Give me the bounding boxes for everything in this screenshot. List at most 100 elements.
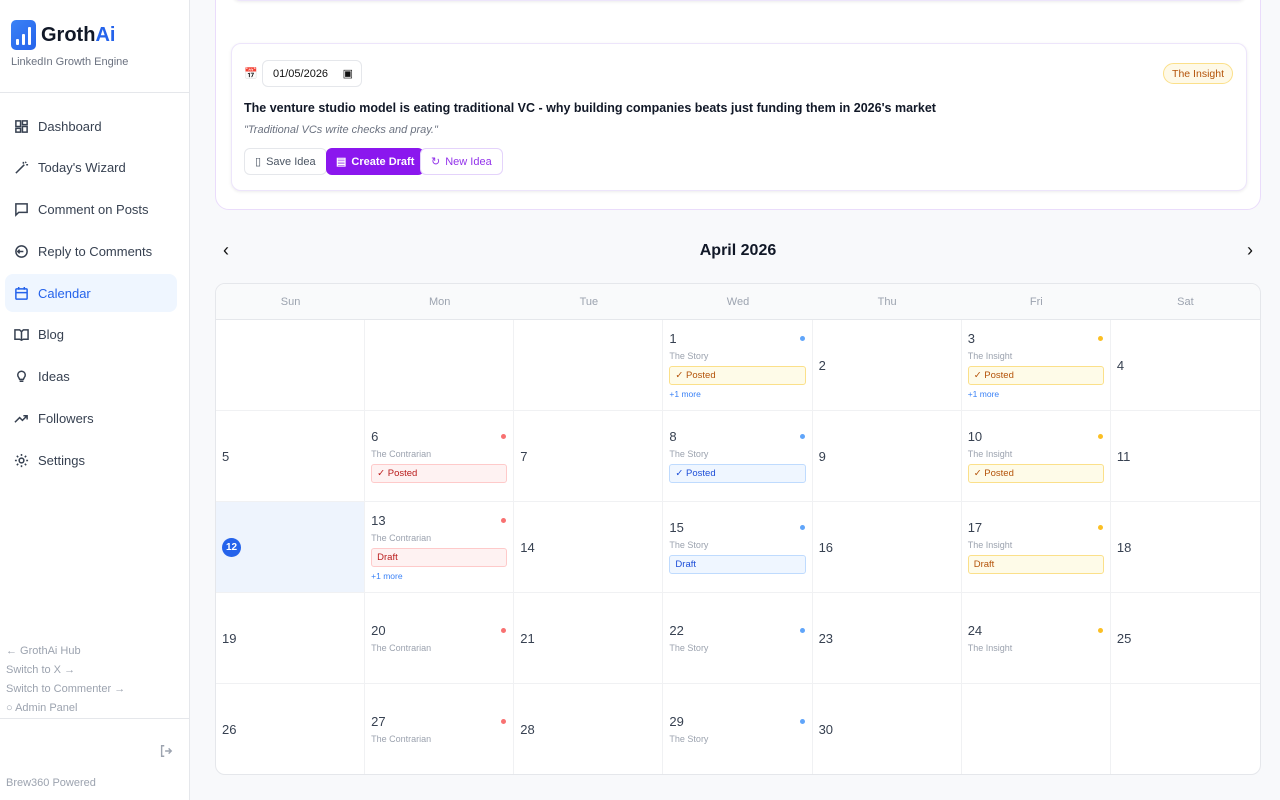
weekday-label: Fri [1029, 295, 1043, 308]
day-cell[interactable]: 24 The Insight [961, 593, 1111, 684]
calendar-icon: 📅 [244, 68, 258, 80]
more-link[interactable]: +1 more [967, 389, 1000, 399]
post-status-badge[interactable]: ✓ Posted [967, 366, 1104, 385]
calendar-days: 1 The Story ✓ Posted +1 more 2 3 The Insight ✓ … [216, 320, 1260, 774]
sidebar-item-reply-to-comments[interactable]: Reply to Comments [5, 232, 177, 270]
trending-up-icon [14, 415, 28, 423]
sidebar-item-label: Today's Wizard [38, 160, 126, 176]
post-status-badge[interactable]: ✓ Posted [967, 464, 1104, 483]
day-cell[interactable]: 29 The Story [663, 684, 813, 774]
day-cell[interactable]: 5 [216, 411, 366, 502]
day-cell[interactable]: 30 [813, 684, 962, 774]
sidebar-item-calendar[interactable]: Calendar [5, 274, 177, 313]
day-number: 3 [967, 331, 975, 346]
sidebar-item-label: Comment on Posts [38, 202, 149, 218]
logout-icon[interactable] [159, 744, 173, 758]
day-cell[interactable]: 21 [514, 593, 664, 684]
save-idea-button[interactable]: ▯ Save Idea [244, 148, 327, 175]
day-cell[interactable]: 2 [812, 320, 962, 411]
empty-cell [365, 320, 515, 411]
date-input[interactable]: 01/05/2026 ▣ [262, 60, 362, 87]
ideas-panel: ▯Save Idea ▤Create Draft ↻New Idea 📅 01/… [215, 0, 1261, 210]
day-cell[interactable]: 18 [1110, 502, 1260, 593]
day-cell[interactable]: 8 The Story ✓ Posted [663, 411, 813, 502]
day-number: 11 [1116, 448, 1131, 464]
day-cell[interactable]: 28 [514, 684, 664, 774]
sidebar-item-followers[interactable]: Followers [5, 400, 177, 438]
refresh-icon: ↻ [431, 156, 441, 168]
day-cell[interactable]: 11 [1110, 411, 1260, 502]
post-status-badge[interactable]: ✓ Posted [371, 464, 508, 483]
switch-to-commenter-link[interactable]: Switch to Commenter → [6, 683, 126, 695]
sidebar-item-settings[interactable]: Settings [5, 441, 177, 479]
logo-icon [11, 20, 36, 50]
post-status-badge[interactable]: Draft [967, 555, 1104, 574]
brand[interactable]: GrothAi [11, 20, 115, 50]
post-status-badge[interactable]: Draft [669, 555, 806, 574]
day-cell[interactable]: 25 [1110, 593, 1260, 684]
pillar-dot [501, 719, 507, 724]
sidebar-nav: Dashboard Today's Wizard Comment on Posts R… [5, 107, 177, 483]
day-cell[interactable]: 13 The Contrarian Draft +1 more [365, 502, 515, 593]
day-number: 13 [371, 513, 386, 528]
pillar-label: The Story [669, 643, 709, 653]
sidebar-item-blog[interactable]: Blog [5, 316, 177, 354]
month-title: April 2026 [699, 242, 777, 259]
pillar-dot [799, 719, 805, 724]
post-status-badge[interactable]: Draft [371, 548, 508, 567]
day-number: 14 [520, 539, 535, 555]
day-cell[interactable]: 6 The Contrarian ✓ Posted [365, 411, 515, 502]
prev-month-icon[interactable]: ‹ [223, 240, 229, 260]
day-cell[interactable]: 12 [216, 502, 366, 593]
day-cell[interactable]: 17 The Insight Draft [961, 502, 1111, 593]
day-cell[interactable]: 3 The Insight ✓ Posted +1 more [961, 320, 1111, 411]
sidebar-item-ideas[interactable]: Ideas [5, 358, 177, 396]
pillar-label: The Story [669, 449, 709, 459]
day-cell[interactable]: 10 The Insight ✓ Posted [961, 411, 1111, 502]
pillar-dot [501, 434, 507, 439]
create-draft-button[interactable]: ▤ Create Draft [326, 148, 425, 175]
day-cell[interactable]: 14 [514, 502, 664, 593]
admin-panel-link[interactable]: ○ Admin Panel [6, 702, 78, 714]
sidebar-item-comment-on-posts[interactable]: Comment on Posts [5, 191, 177, 229]
hub-link[interactable]: ← GrothAi Hub [6, 645, 81, 657]
day-cell[interactable]: 23 [812, 593, 962, 684]
post-status-badge[interactable]: ✓ Posted [669, 464, 806, 483]
post-status-badge[interactable]: ✓ Posted [669, 366, 806, 385]
empty-cell [962, 684, 1111, 774]
day-number: 25 [1116, 630, 1132, 646]
pillar-dot [799, 336, 805, 341]
day-number: 20 [371, 623, 386, 638]
sidebar: GrothAi LinkedIn Growth Engine Dashboard… [0, 0, 190, 800]
brand-name: GrothAi [41, 23, 116, 46]
calendar-picker-icon[interactable]: ▣ [342, 68, 353, 80]
day-cell[interactable]: 26 [216, 684, 366, 774]
day-cell[interactable]: 1 The Story ✓ Posted +1 more [663, 320, 813, 411]
sidebar-item-today-s-wizard[interactable]: Today's Wizard [5, 149, 177, 187]
switch-to-x-link[interactable]: Switch to X → [6, 664, 76, 676]
day-cell[interactable]: 16 [812, 502, 962, 593]
day-cell[interactable]: 22 The Story [663, 593, 813, 684]
day-cell[interactable]: 20 The Contrarian [365, 593, 515, 684]
day-cell[interactable]: 9 [812, 411, 962, 502]
more-link[interactable]: +1 more [371, 571, 403, 581]
pillar-label: The Insight [967, 351, 1013, 361]
day-number: 27 [371, 714, 386, 729]
sidebar-item-label: Blog [38, 327, 65, 343]
day-cell[interactable]: 19 [216, 593, 366, 684]
idea-title: The venture studio model is eating tradi… [244, 101, 936, 115]
day-cell[interactable]: 4 [1110, 320, 1260, 411]
weekday-label: Sat [1177, 295, 1194, 308]
day-cell[interactable]: 27 The Contrarian [365, 684, 515, 774]
pillar-dot [1097, 628, 1103, 633]
next-month-icon[interactable]: › [1247, 240, 1253, 260]
sidebar-item-dashboard[interactable]: Dashboard [5, 107, 177, 145]
day-cell[interactable]: 7 [514, 411, 664, 502]
more-link[interactable]: +1 more [669, 389, 701, 399]
pillar-badge: The Insight [1163, 63, 1233, 84]
new-idea-button[interactable]: ↻ New Idea [420, 148, 503, 175]
day-cell[interactable]: 15 The Story Draft [663, 502, 813, 593]
pillar-label: The Story [669, 351, 709, 361]
pillar-label: The Insight [967, 643, 1013, 653]
pillar-dot [1097, 434, 1103, 439]
